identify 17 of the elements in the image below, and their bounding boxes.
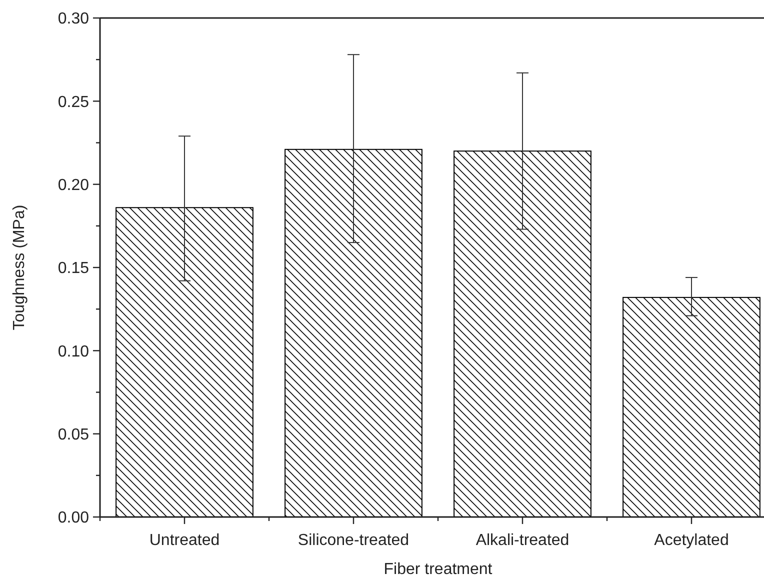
y-axis-title: Toughness (MPa) — [11, 204, 28, 330]
x-axis-title: Fiber treatment — [384, 561, 493, 578]
y-tick-label: 0.10 — [58, 343, 90, 360]
y-tick-label: 0.00 — [58, 510, 90, 527]
y-tick-label: 0.05 — [58, 426, 90, 444]
y-tick-label: 0.25 — [58, 94, 90, 111]
bar — [284, 148, 422, 518]
x-tick-label: Alkali-treated — [476, 532, 570, 549]
bar — [454, 150, 592, 518]
x-tick-label: Silicone-treated — [298, 532, 410, 549]
bar — [116, 207, 254, 518]
y-tick-label: 0.30 — [58, 10, 90, 28]
bar — [622, 296, 760, 518]
y-tick-label: 0.20 — [58, 176, 90, 194]
x-tick-label: Acetylated — [654, 532, 729, 549]
y-tick-label: 0.15 — [58, 260, 90, 278]
x-tick-label: Untreated — [149, 532, 220, 549]
